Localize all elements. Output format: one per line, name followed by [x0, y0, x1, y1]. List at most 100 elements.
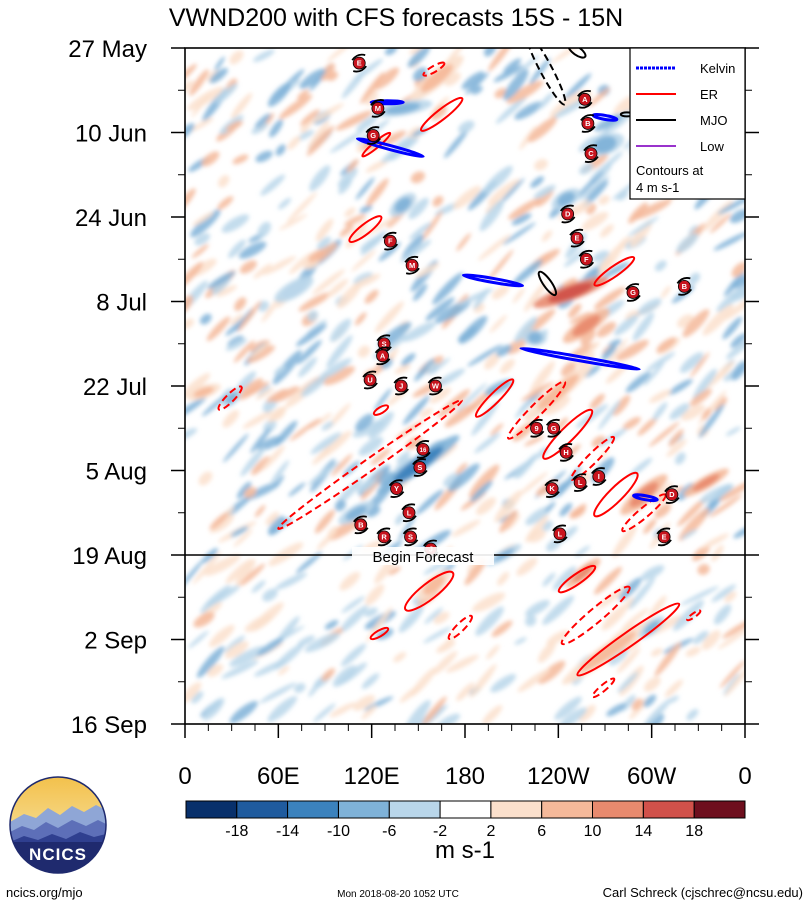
anomaly-cell: [693, 630, 709, 645]
storm-arm: [626, 294, 641, 302]
anomaly-cell: [514, 55, 540, 76]
footer-url[interactable]: ncics.org/mjo: [6, 885, 83, 900]
y-tick-label: 24 Jun: [75, 205, 147, 232]
anomaly-cell: [475, 606, 504, 636]
anomaly-cell: [444, 72, 461, 87]
anomaly-cell: [506, 337, 527, 355]
anomaly-cell: [259, 682, 297, 704]
storm-arm: [584, 156, 599, 163]
anomaly-cell: [699, 483, 734, 504]
anomaly-cell: [331, 453, 353, 477]
anomaly-cell: [329, 318, 352, 342]
storm-marker: U: [362, 370, 378, 390]
storm-arm: [569, 228, 584, 236]
storm-id: R: [381, 532, 387, 541]
anomaly-cell: [308, 103, 344, 125]
anomaly-cell: [643, 698, 671, 724]
anomaly-cell: [448, 463, 480, 492]
anomaly-cell: [381, 137, 419, 163]
anomaly-cell: [408, 222, 432, 240]
anomaly-cell: [698, 403, 725, 439]
storm-arm: [376, 334, 391, 342]
anomaly-cell: [300, 109, 320, 126]
contour-er: [560, 585, 631, 646]
anomaly-cell: [538, 92, 554, 110]
anomaly-cell: [573, 170, 604, 201]
storm-arm: [545, 418, 560, 426]
anomaly-cell: [398, 605, 424, 633]
anomaly-cell: [515, 399, 532, 419]
storm-id: G: [370, 131, 376, 140]
storm-id: Y: [394, 484, 399, 493]
anomaly-cell: [212, 514, 234, 533]
anomaly-cell: [689, 388, 712, 407]
anomaly-cell: [374, 67, 400, 90]
anomaly-cell: [257, 221, 271, 238]
anomaly-cell: [709, 494, 743, 518]
anomaly-cell: [307, 418, 322, 429]
anomaly-cell: [393, 652, 407, 663]
storm-arm: [404, 539, 419, 547]
anomaly-cell: [575, 545, 591, 557]
anomaly-cell: [432, 195, 444, 207]
anomaly-cell: [255, 150, 273, 163]
anomaly-cell: [334, 500, 346, 512]
anomaly-cell: [388, 566, 401, 576]
anomaly-cell: [444, 402, 478, 428]
anomaly-blob: [557, 191, 575, 206]
contour-er: [591, 677, 616, 699]
storm-arm: [353, 65, 367, 73]
anomaly-cell: [446, 654, 479, 673]
anomaly-cell: [202, 697, 225, 721]
anomaly-cell: [222, 433, 249, 463]
contour-kelvin: [632, 493, 659, 503]
anomaly-cell: [722, 316, 743, 340]
anomaly-cell: [519, 125, 537, 150]
anomaly-cell: [415, 262, 440, 278]
y-tick-label: 10 Jun: [75, 121, 147, 148]
contour-er: [447, 614, 473, 641]
anomaly-cell: [267, 82, 292, 107]
colorbar-tick-label: 10: [584, 823, 602, 840]
storm-dot: [416, 442, 430, 456]
anomaly-cell: [359, 72, 385, 105]
anomaly-cell: [419, 408, 433, 418]
anomaly-cell: [218, 175, 230, 188]
anomaly-cell: [207, 271, 236, 289]
anomaly-cell: [649, 389, 672, 403]
anomaly-cell: [402, 321, 436, 342]
anomaly-cell: [326, 278, 349, 298]
anomaly-cell: [424, 607, 443, 625]
anomaly-cell: [569, 312, 592, 324]
anomaly-cell: [185, 261, 203, 290]
storm-id: G: [630, 288, 636, 297]
anomaly-cell: [357, 345, 370, 358]
anomaly-blob: [423, 575, 445, 595]
anomaly-cell: [722, 619, 745, 639]
storm-arm: [429, 388, 444, 396]
storm-id: 16: [420, 448, 427, 454]
anomaly-cell: [677, 497, 708, 527]
colorbar-tick-label: 2: [486, 823, 495, 840]
anomaly-cell: [483, 165, 513, 194]
colorbar-bin: [185, 800, 238, 819]
anomaly-cell: [487, 178, 521, 205]
storm-dot: [530, 421, 543, 435]
storm-id: E: [574, 234, 579, 243]
storm-marker: L: [572, 473, 588, 492]
anomaly-cell: [592, 250, 610, 262]
anomaly-cell: [415, 489, 444, 515]
contour-er: [277, 399, 463, 530]
anomaly-cell: [724, 591, 737, 603]
anomaly-cell: [190, 209, 221, 238]
anomaly-cell: [296, 339, 322, 365]
anomaly-cell: [542, 572, 556, 587]
anomaly-cell: [692, 545, 710, 562]
contour-er: [404, 570, 455, 612]
anomaly-blob: [282, 281, 306, 298]
storm-id: W: [432, 382, 440, 391]
legend-label-er: ER: [700, 87, 718, 102]
anomaly-cell: [317, 236, 331, 250]
legend-label-kelvin: Kelvin: [700, 61, 735, 76]
anomaly-cell: [488, 48, 515, 72]
